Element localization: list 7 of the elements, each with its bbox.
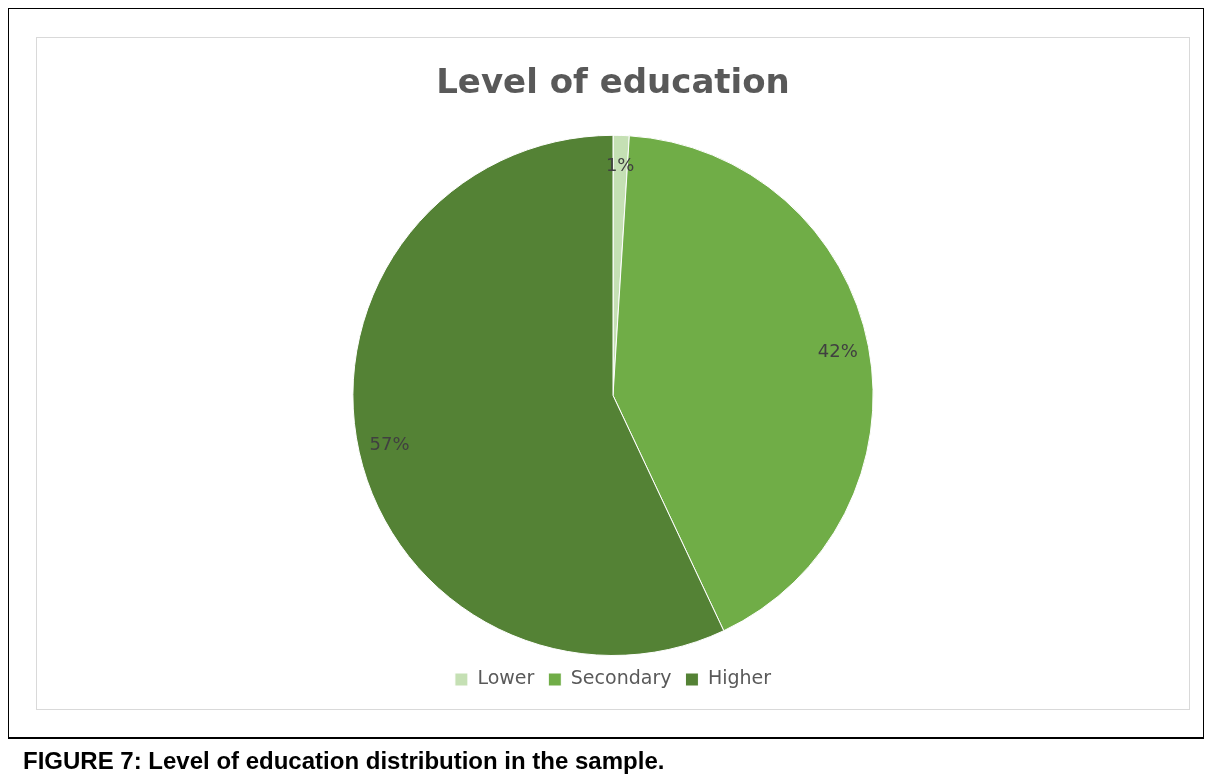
legend-label: Secondary: [570, 666, 672, 689]
data-label: 57%: [369, 433, 410, 454]
caption: FIGURE 7: Level of education distribution in the sample.: [8, 738, 1204, 782]
legend-label: Lower: [477, 666, 535, 689]
chart-title: Level of education: [436, 61, 790, 102]
data-label: 42%: [817, 340, 858, 362]
legend-label: Higher: [707, 666, 772, 689]
